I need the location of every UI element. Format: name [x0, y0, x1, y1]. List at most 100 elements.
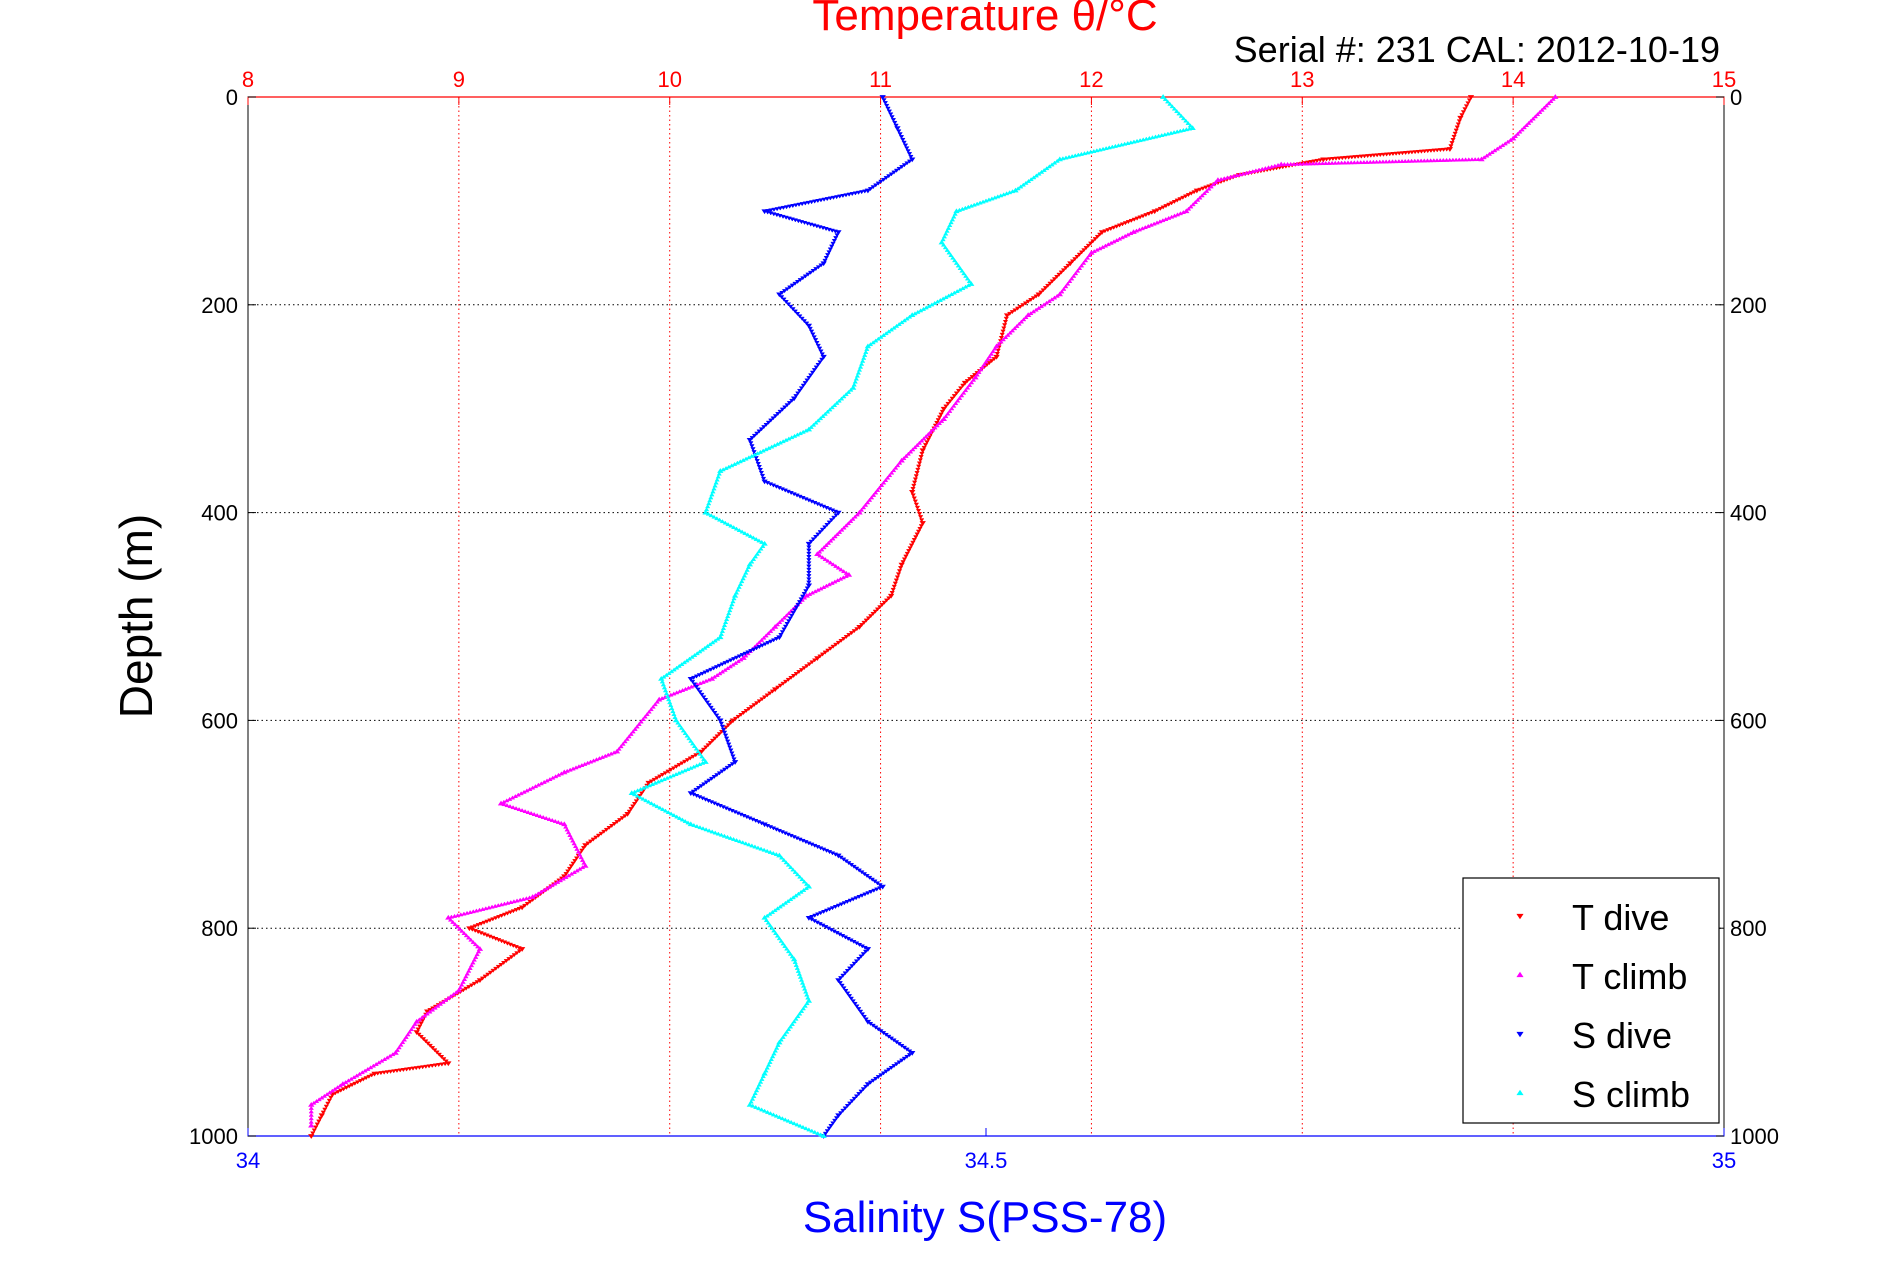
data-point — [805, 883, 813, 889]
data-point-interp — [806, 551, 812, 556]
data-point-interp — [563, 872, 569, 877]
data-point-interp — [756, 699, 762, 704]
data-point-interp — [864, 346, 870, 351]
data-point-interp — [1183, 118, 1189, 123]
data-point-interp — [809, 1128, 815, 1133]
data-point-interp — [812, 589, 818, 594]
data-point-interp — [1427, 158, 1434, 163]
data-point-interp — [872, 609, 878, 614]
data-point-interp — [1074, 254, 1080, 259]
data-point-interp — [1176, 111, 1182, 116]
data-point-interp — [325, 1101, 331, 1106]
data-point-interp — [857, 1009, 864, 1014]
data-point-interp — [1074, 268, 1081, 273]
data-point-interp — [896, 129, 902, 134]
data-point-interp — [851, 629, 857, 634]
data-point-interp — [486, 905, 492, 910]
data-point-interp — [832, 1118, 838, 1123]
data-point-interp — [394, 1047, 401, 1052]
data-point-interp — [522, 809, 528, 814]
data-point-interp — [1227, 174, 1234, 179]
data-point-interp — [1183, 127, 1190, 132]
data-point-interp — [1424, 158, 1431, 163]
data-point-interp — [790, 895, 796, 900]
data-point-interp — [892, 465, 899, 470]
data-point-interp — [727, 608, 733, 613]
data-point-interp — [861, 355, 867, 360]
data-point — [702, 759, 709, 764]
data-point-interp — [911, 483, 917, 488]
data-point-interp — [1080, 260, 1087, 265]
data-point-interp — [915, 309, 921, 314]
data-point-interp — [817, 553, 823, 558]
data-point-interp — [1396, 159, 1402, 164]
data-point-interp — [1114, 237, 1120, 242]
data-point-interp — [841, 394, 847, 399]
data-point-interp — [1210, 182, 1217, 187]
data-point-interp — [716, 517, 723, 522]
data-point-interp — [1534, 112, 1541, 117]
data-point-interp — [419, 1015, 425, 1020]
data-point-interp — [786, 436, 792, 441]
data-point-interp — [1078, 263, 1085, 268]
data-point-interp — [511, 953, 517, 958]
data-point-interp — [920, 306, 927, 311]
top-tick-label: 8 — [242, 67, 254, 92]
data-point-interp — [842, 1106, 848, 1111]
data-point-interp — [593, 757, 600, 762]
data-point-interp — [894, 463, 901, 468]
data-point-interp — [886, 473, 893, 478]
data-point-interp — [495, 964, 502, 969]
data-point-interp — [790, 611, 797, 616]
data-point-interp — [966, 278, 973, 283]
data-point-interp — [767, 911, 773, 916]
data-point-interp — [504, 798, 510, 803]
data-point-interp — [595, 833, 602, 838]
data-point-interp — [907, 449, 914, 454]
data-point-interp — [815, 343, 821, 348]
data-point-interp — [914, 442, 920, 447]
data-point-interp — [573, 765, 579, 770]
data-point-interp — [851, 961, 857, 966]
data-point-interp — [844, 968, 851, 973]
data-point-interp — [859, 358, 866, 363]
data-point-interp — [529, 785, 536, 790]
data-point-interp — [608, 751, 614, 756]
data-point-interp — [1437, 157, 1443, 162]
legend-box — [1462, 877, 1720, 1124]
data-point-interp — [1100, 146, 1106, 151]
data-point-interp — [327, 1090, 333, 1095]
data-point-interp — [833, 513, 839, 518]
data-point-interp — [460, 979, 466, 984]
data-point-interp — [796, 670, 802, 675]
data-point-interp — [1481, 155, 1487, 160]
data-point-interp — [806, 591, 813, 596]
data-point-interp — [838, 1111, 844, 1116]
data-point-interp — [670, 773, 676, 778]
data-point-interp — [940, 296, 946, 301]
data-point-interp — [815, 587, 821, 592]
data-point-interp — [718, 721, 725, 726]
data-point-interp — [878, 482, 885, 487]
data-point-interp — [634, 724, 640, 729]
data-point-interp — [1434, 158, 1440, 163]
data-point-interp — [968, 203, 974, 208]
data-point-interp — [682, 730, 688, 735]
data-point-interp — [903, 554, 909, 559]
data-point-interp — [943, 231, 949, 236]
data-point-interp — [808, 424, 814, 429]
data-point-interp — [637, 786, 644, 791]
data-point-interp — [573, 856, 580, 861]
data-point-interp — [846, 994, 853, 999]
data-point-interp — [1061, 286, 1067, 291]
data-point-interp — [916, 440, 923, 445]
data-point-interp — [1001, 326, 1007, 331]
data-point-interp — [848, 996, 854, 1001]
data-point-interp — [806, 567, 812, 572]
data-point-interp — [957, 287, 963, 292]
data-point-interp — [767, 628, 774, 633]
data-point-interp — [671, 712, 677, 717]
data-point-interp — [750, 535, 757, 540]
data-point-interp — [917, 515, 924, 520]
data-point-interp — [901, 318, 908, 323]
